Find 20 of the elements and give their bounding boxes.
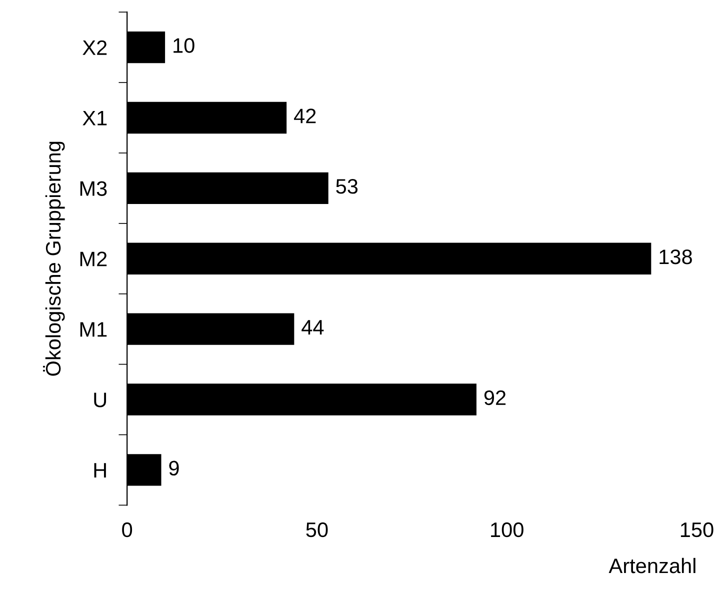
data-label: 53 xyxy=(336,179,358,194)
x-tick-label: 150 xyxy=(680,522,714,538)
y-tick-label: H xyxy=(94,463,106,478)
y-tick-label: X2 xyxy=(82,40,107,55)
data-label: 10 xyxy=(174,38,194,53)
y-tick-label: M1 xyxy=(80,322,107,337)
y-tick-label: M3 xyxy=(80,181,107,196)
x-tick-label: 0 xyxy=(122,522,132,538)
data-label: 9 xyxy=(169,460,179,476)
y-tick-label: U xyxy=(94,392,106,408)
y-tick-label: M2 xyxy=(80,252,107,266)
x-tick-label: 50 xyxy=(306,522,328,538)
data-label: 138 xyxy=(660,249,692,264)
x-tick-label: 100 xyxy=(491,522,524,538)
data-label: 42 xyxy=(294,108,316,124)
data-label: 92 xyxy=(484,390,506,406)
x-axis-title: Artenzahl xyxy=(608,558,696,574)
y-tick-label: X1 xyxy=(82,110,107,126)
y-axis-title: Ökologische Gruppierung xyxy=(43,142,65,376)
data-label: 44 xyxy=(302,320,324,334)
